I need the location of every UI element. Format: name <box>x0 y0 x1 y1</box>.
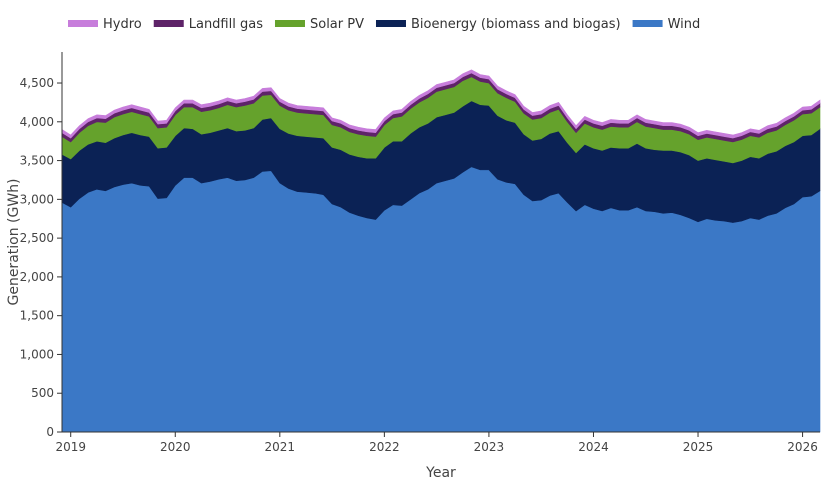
legend-item-wind[interactable]: Wind <box>632 17 701 32</box>
legend-item-bioenergy-biomass-and-biogas[interactable]: Bioenergy (biomass and biogas) <box>375 17 621 32</box>
y-tick-label: 3,500 <box>20 154 54 168</box>
x-tick-label: 2021 <box>265 440 296 454</box>
area-hydro <box>61 69 821 139</box>
chart-areas <box>61 69 821 433</box>
y-tick-label: 1,000 <box>20 347 54 361</box>
y-tick-label: 1,500 <box>20 309 54 323</box>
x-tick-label: 2024 <box>578 440 609 454</box>
y-tick-label: 2,000 <box>20 270 54 284</box>
x-tick-label: 2020 <box>160 440 191 454</box>
legend-label: Solar PV <box>310 17 364 32</box>
y-tick-label: 4,500 <box>20 76 54 90</box>
chart-axes: 0 500 1,000 1,500 2,000 2,500 3,000 3,500 4,000 4… <box>20 52 820 454</box>
chart-legend: Hydro Landfill gas Solar PV Bioenergy (biom… <box>68 17 700 32</box>
legend-item-hydro[interactable]: Hydro <box>68 17 142 32</box>
x-tick-label: 2026 <box>787 440 818 454</box>
x-axis-title: Year <box>425 465 456 480</box>
legend-label: Wind <box>668 17 701 32</box>
x-tick-label: 2019 <box>55 440 86 454</box>
legend-swatch <box>68 20 98 27</box>
x-tick-label: 2022 <box>369 440 400 454</box>
y-axis-title: Generation (GWh) <box>6 178 22 305</box>
legend-label: Bioenergy (biomass and biogas) <box>411 17 621 32</box>
y-tick-label: 4,000 <box>20 115 54 129</box>
legend-label: Landfill gas <box>189 17 263 32</box>
x-tick-label: 2023 <box>474 440 505 454</box>
legend-swatch <box>153 20 184 27</box>
legend-swatch <box>375 20 406 27</box>
y-tick-label: 2,500 <box>20 231 54 245</box>
legend-item-landfill-gas[interactable]: Landfill gas <box>153 17 263 32</box>
legend-swatch <box>632 20 663 27</box>
y-tick-label: 500 <box>31 386 54 400</box>
legend-item-solar-pv[interactable]: Solar PV <box>274 17 364 32</box>
legend-label: Hydro <box>103 17 142 32</box>
y-tick-label: 3,000 <box>20 192 54 206</box>
y-tick-label: 0 <box>46 425 54 439</box>
x-tick-label: 2025 <box>683 440 714 454</box>
legend-swatch <box>274 20 305 27</box>
